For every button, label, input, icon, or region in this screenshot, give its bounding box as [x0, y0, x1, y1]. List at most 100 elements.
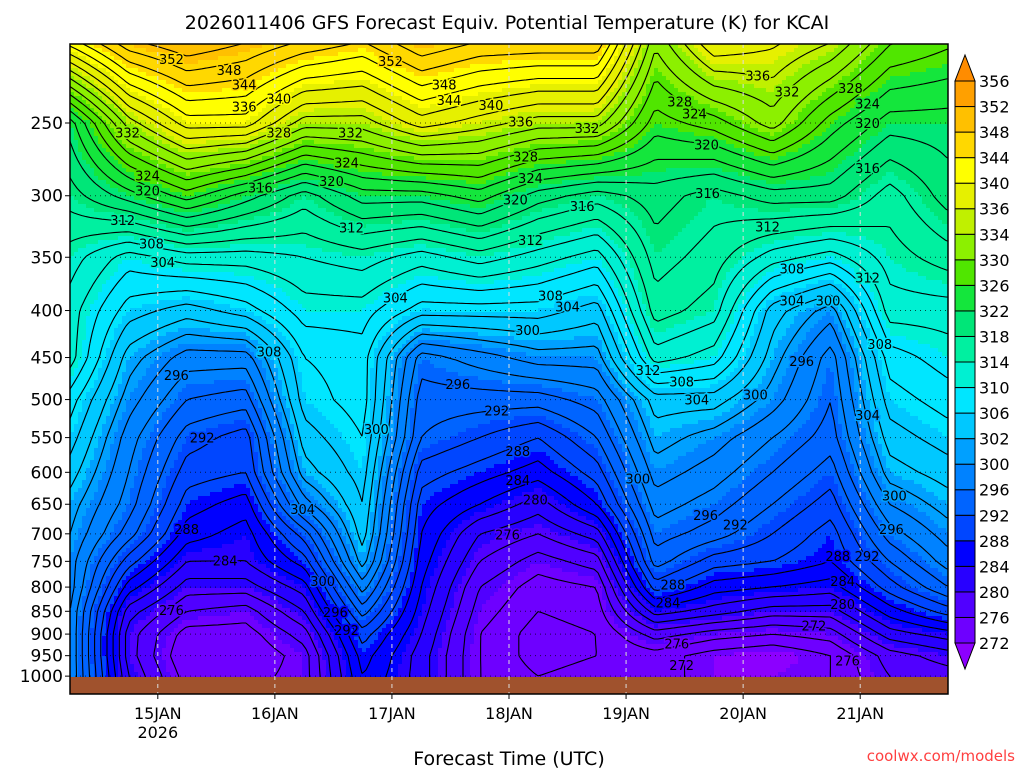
heatmap-cell — [338, 520, 351, 525]
heatmap-cell — [614, 60, 631, 65]
heatmap-cell — [162, 544, 223, 549]
heatmap-cell — [866, 440, 879, 445]
heatmap-cell — [286, 292, 387, 297]
heatmap-cell — [778, 672, 875, 677]
heatmap-cell — [86, 100, 107, 105]
heatmap-cell — [278, 468, 295, 473]
heatmap-cell — [178, 328, 211, 333]
heatmap-cell — [854, 296, 875, 301]
contour-label: 312 — [855, 271, 880, 286]
heatmap-cell — [458, 136, 603, 141]
heatmap-cell — [118, 268, 183, 273]
colorbar-label: 284 — [979, 557, 1010, 576]
heatmap-cell — [90, 304, 143, 309]
heatmap-cell — [602, 460, 627, 465]
heatmap-cell — [646, 304, 715, 309]
heatmap-cell — [870, 52, 948, 57]
heatmap-cell — [250, 144, 295, 149]
heatmap-cell — [650, 588, 675, 593]
heatmap-cell — [854, 648, 919, 653]
heatmap-cell — [182, 228, 195, 233]
heatmap-cell — [310, 540, 331, 545]
heatmap-cell — [382, 568, 399, 573]
heatmap-cell — [186, 504, 259, 509]
heatmap-cell — [170, 632, 275, 637]
heatmap-cell — [938, 216, 948, 221]
heatmap-cell — [102, 648, 119, 653]
heatmap-cell — [886, 528, 947, 533]
heatmap-cell — [726, 336, 751, 341]
heatmap-cell — [110, 92, 139, 97]
heatmap-cell — [134, 172, 187, 177]
heatmap-cell — [610, 572, 627, 577]
heatmap-cell — [890, 392, 948, 397]
watermark-link[interactable]: coolwx.com/models — [867, 747, 1015, 765]
heatmap-cell — [454, 596, 491, 601]
y-tick-label: 400 — [31, 302, 63, 322]
heatmap-cell — [626, 460, 651, 465]
heatmap-cell — [766, 180, 787, 185]
heatmap-cell — [454, 592, 495, 597]
heatmap-cell — [450, 200, 495, 205]
heatmap-cell — [622, 344, 643, 349]
heatmap-cell — [398, 380, 419, 385]
heatmap-cell — [722, 344, 751, 349]
heatmap-cell — [530, 212, 635, 217]
heatmap-cell — [834, 544, 867, 549]
heatmap-cell — [302, 384, 371, 389]
heatmap-cell — [626, 252, 747, 257]
heatmap-cell — [694, 512, 779, 517]
heatmap-cell — [178, 396, 255, 401]
heatmap-cell — [114, 212, 271, 217]
contour-label: 276 — [495, 528, 520, 543]
heatmap-cell — [150, 432, 195, 437]
heatmap-cell — [486, 180, 563, 185]
heatmap-cell — [162, 416, 263, 421]
heatmap-cell — [358, 48, 367, 53]
heatmap-cell — [390, 524, 407, 529]
heatmap-cell — [634, 520, 651, 525]
heatmap-cell — [498, 588, 603, 593]
heatmap-cell — [598, 400, 627, 405]
heatmap-cell — [638, 216, 695, 221]
contour-label: 324 — [334, 156, 359, 171]
heatmap-cell — [94, 612, 107, 617]
heatmap-cell — [206, 188, 267, 193]
colorbar-label: 314 — [979, 353, 1010, 372]
heatmap-cell — [262, 592, 307, 597]
contour-label: 304 — [779, 294, 804, 309]
colorbar-top-arrow — [954, 53, 976, 82]
heatmap-cell — [802, 424, 843, 429]
heatmap-cell — [602, 260, 631, 265]
heatmap-cell — [826, 256, 835, 261]
heatmap-cell — [414, 464, 495, 469]
heatmap-cell — [126, 108, 171, 113]
heatmap-cell — [466, 180, 487, 185]
heatmap-cell — [146, 200, 231, 205]
heatmap-cell — [838, 484, 863, 489]
heatmap-cell — [334, 80, 371, 85]
heatmap-cell — [846, 564, 887, 569]
heatmap-cell — [818, 320, 835, 325]
heatmap-cell — [510, 248, 623, 253]
heatmap-cell — [438, 664, 471, 669]
heatmap-cell — [318, 204, 471, 209]
heatmap-cell — [550, 528, 603, 533]
heatmap-cell — [166, 668, 303, 673]
contour-label: 332 — [775, 85, 800, 100]
heatmap-cell — [382, 628, 415, 633]
heatmap-cell — [714, 672, 779, 677]
heatmap-cell — [542, 488, 595, 493]
heatmap-cell — [114, 128, 143, 133]
heatmap-cell — [130, 500, 159, 505]
contour-label: 296 — [323, 606, 348, 621]
heatmap-cell — [158, 500, 191, 505]
heatmap-cell — [838, 44, 879, 49]
heatmap-cell — [858, 196, 923, 201]
heatmap-cell — [154, 512, 183, 517]
heatmap-cell — [174, 136, 251, 141]
heatmap-cell — [426, 588, 459, 593]
heatmap-cell — [630, 512, 651, 517]
contour-line-300 — [70, 322, 948, 609]
